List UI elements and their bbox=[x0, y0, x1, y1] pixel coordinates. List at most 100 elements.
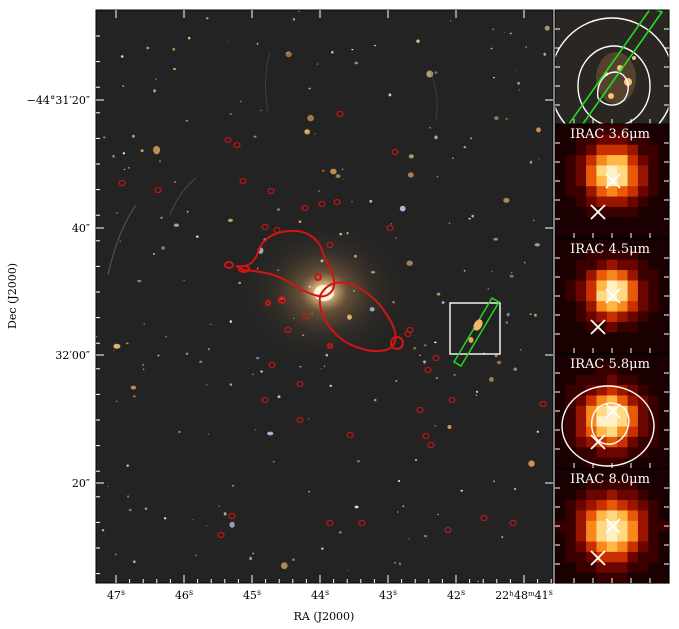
heatmap-cell bbox=[565, 124, 577, 135]
heatmap-cell bbox=[565, 562, 577, 574]
galaxy-dot bbox=[163, 517, 167, 520]
heatmap-cell bbox=[637, 175, 649, 187]
heatmap-cell bbox=[627, 572, 639, 584]
galaxy-dot bbox=[518, 89, 521, 91]
heatmap-cell bbox=[586, 301, 598, 313]
lensed-knot bbox=[608, 93, 614, 99]
galaxy-marker bbox=[239, 177, 247, 185]
galaxy-marker bbox=[284, 326, 292, 334]
galaxy-dot bbox=[447, 425, 452, 429]
contours bbox=[561, 385, 655, 467]
galaxy-dot bbox=[354, 61, 359, 65]
heatmap-cell bbox=[617, 311, 629, 323]
galaxy-marker bbox=[261, 223, 269, 231]
heatmap-cell bbox=[627, 395, 639, 407]
ra-tick-label: 47s bbox=[107, 588, 125, 602]
heatmap-cell bbox=[648, 311, 660, 323]
galaxy-marker bbox=[416, 406, 424, 414]
heatmap-cell bbox=[658, 447, 670, 459]
heatmap-cell bbox=[627, 500, 639, 512]
galaxy-dot bbox=[239, 100, 242, 103]
galaxy-dot bbox=[423, 534, 428, 538]
heatmap-cell bbox=[606, 416, 618, 428]
heatmap-cell bbox=[596, 301, 608, 313]
heatmap-cell bbox=[606, 186, 618, 198]
heatmap-cell bbox=[596, 134, 608, 146]
heatmap-cell bbox=[565, 469, 577, 480]
heatmap-cell bbox=[565, 239, 577, 250]
heatmap-cell bbox=[575, 436, 587, 448]
galaxy-marker bbox=[444, 526, 452, 534]
galaxy-dot bbox=[255, 356, 260, 360]
heatmap-cell bbox=[617, 405, 629, 417]
galaxy-dot bbox=[146, 46, 150, 50]
galaxy-dot bbox=[347, 569, 349, 571]
heatmap-cell bbox=[555, 354, 566, 365]
heatmap-cell bbox=[606, 385, 618, 397]
galaxy-dot bbox=[133, 395, 136, 398]
galaxy-dot bbox=[183, 279, 185, 282]
source-cross-marker bbox=[605, 173, 621, 189]
heatmap-cell bbox=[586, 227, 598, 239]
heatmap-cell bbox=[565, 416, 577, 428]
heatmap-cell bbox=[606, 144, 618, 156]
heatmap-cell bbox=[627, 405, 639, 417]
heatmap-cell bbox=[648, 196, 660, 208]
heatmap-cell bbox=[565, 249, 577, 261]
heatmap-cell bbox=[575, 562, 587, 574]
heatmap-cell bbox=[586, 165, 598, 177]
galaxy-dot bbox=[534, 313, 537, 317]
galaxy-dot bbox=[210, 323, 212, 325]
heatmap-cell bbox=[606, 311, 618, 323]
heatmap-cell bbox=[575, 457, 587, 469]
galaxy-dot bbox=[101, 529, 105, 532]
galaxy-dot bbox=[137, 279, 142, 283]
heatmap-cell bbox=[586, 572, 598, 584]
heatmap-cell bbox=[575, 342, 587, 354]
heatmap-cell bbox=[606, 206, 618, 218]
galaxy-dot bbox=[256, 267, 259, 270]
galaxy-dot bbox=[160, 216, 163, 219]
heatmap-cell bbox=[586, 206, 598, 218]
galaxy-dot bbox=[325, 353, 328, 357]
heatmap-cell bbox=[596, 290, 608, 302]
galaxy-dot bbox=[155, 78, 157, 80]
galaxy-dot bbox=[339, 232, 343, 236]
heatmap-cell bbox=[606, 562, 618, 574]
heatmap-cell bbox=[555, 405, 566, 417]
heatmap-cell bbox=[575, 572, 587, 584]
heatmap-cell bbox=[637, 520, 649, 532]
heatmap-cell bbox=[627, 436, 639, 448]
heatmap-cell bbox=[565, 447, 577, 459]
heatmap-cell bbox=[637, 551, 649, 563]
galaxy-dot bbox=[525, 46, 528, 48]
heatmap-cell bbox=[586, 489, 598, 501]
heatmap-cell bbox=[637, 479, 649, 491]
heatmap-cell bbox=[555, 436, 566, 448]
galaxy-dot bbox=[463, 270, 466, 272]
heatmap-cell bbox=[658, 395, 670, 407]
contour bbox=[561, 385, 655, 467]
heatmap-cell bbox=[637, 374, 649, 386]
galaxy-dot bbox=[408, 538, 410, 540]
heatmap-cell bbox=[606, 479, 618, 491]
heatmap-cell bbox=[555, 196, 566, 208]
heatmap-cell bbox=[565, 165, 577, 177]
galaxy-dot bbox=[256, 42, 259, 45]
heatmap-cell bbox=[627, 510, 639, 522]
galaxy-dot bbox=[252, 552, 255, 555]
heatmap-cell bbox=[637, 510, 649, 522]
galaxy-dot bbox=[352, 290, 355, 292]
galaxy-dot bbox=[195, 235, 199, 238]
heatmap-cell bbox=[596, 426, 608, 438]
heatmap-cell bbox=[586, 469, 598, 480]
heatmap-cell bbox=[637, 280, 649, 292]
heatmap-cell bbox=[565, 457, 577, 469]
heatmap-cell bbox=[617, 500, 629, 512]
heatmap-cell bbox=[575, 186, 587, 198]
galaxy-dot bbox=[267, 431, 274, 436]
heatmap-cell bbox=[555, 270, 566, 282]
heatmap-cell bbox=[586, 395, 598, 407]
galaxy-dot bbox=[451, 157, 455, 159]
cluster-galaxies bbox=[96, 10, 550, 583]
